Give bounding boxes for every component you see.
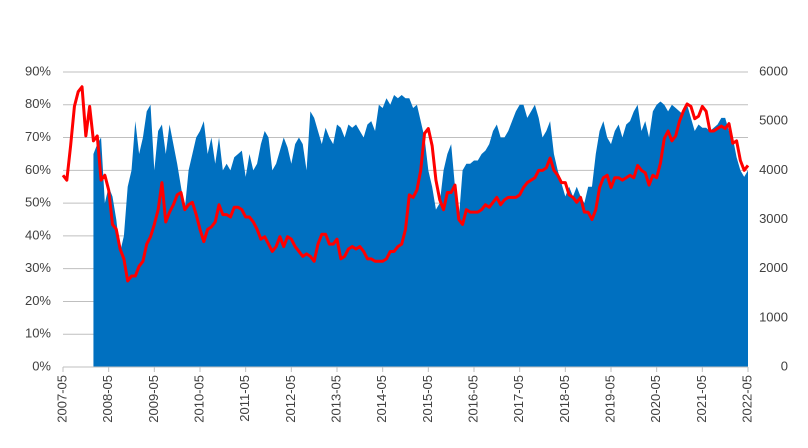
x-tick-label: 2017-05: [511, 375, 526, 423]
x-tick-label: 2016-05: [465, 375, 480, 423]
x-tick-label: 2009-05: [146, 375, 161, 423]
x-tick-label: 2013-05: [328, 375, 343, 423]
y2-tick-label: 0: [781, 358, 788, 373]
y2-tick-label: 4000: [759, 162, 788, 177]
x-tick-label: 2022-05: [739, 375, 754, 423]
x-tick-label: 2010-05: [191, 375, 206, 423]
y-tick-label: 40%: [25, 227, 51, 242]
x-tick-label: 2008-05: [100, 375, 115, 423]
y-tick-label: 10%: [25, 326, 51, 341]
y-tick-label: 50%: [25, 195, 51, 210]
y-tick-label: 60%: [25, 162, 51, 177]
x-tick-label: 2012-05: [283, 375, 298, 423]
x-tick-label: 2007-05: [54, 375, 69, 423]
x-tick-label: 2011-05: [237, 375, 252, 422]
y-tick-label: 80%: [25, 96, 51, 111]
y-tick-label: 90%: [25, 63, 51, 78]
x-tick-label: 2019-05: [602, 375, 617, 423]
x-tick-label: 2020-05: [648, 375, 663, 423]
x-tick-label: 2015-05: [420, 375, 435, 423]
x-tick-label: 2021-05: [694, 375, 709, 423]
y-tick-label: 0%: [32, 358, 51, 373]
y2-tick-label: 3000: [759, 211, 788, 226]
x-tick-label: 2018-05: [557, 375, 572, 423]
y2-tick-label: 5000: [759, 113, 788, 128]
y2-tick-label: 2000: [759, 260, 788, 275]
y-tick-label: 70%: [25, 129, 51, 144]
line: [61, 85, 750, 283]
y-tick-label: 30%: [25, 260, 51, 275]
area: [93, 94, 748, 367]
y2-tick-label: 1000: [759, 309, 788, 324]
x-tick-label: 2014-05: [374, 375, 389, 423]
y-tick-label: 20%: [25, 293, 51, 308]
y2-tick-label: 6000: [759, 63, 788, 78]
